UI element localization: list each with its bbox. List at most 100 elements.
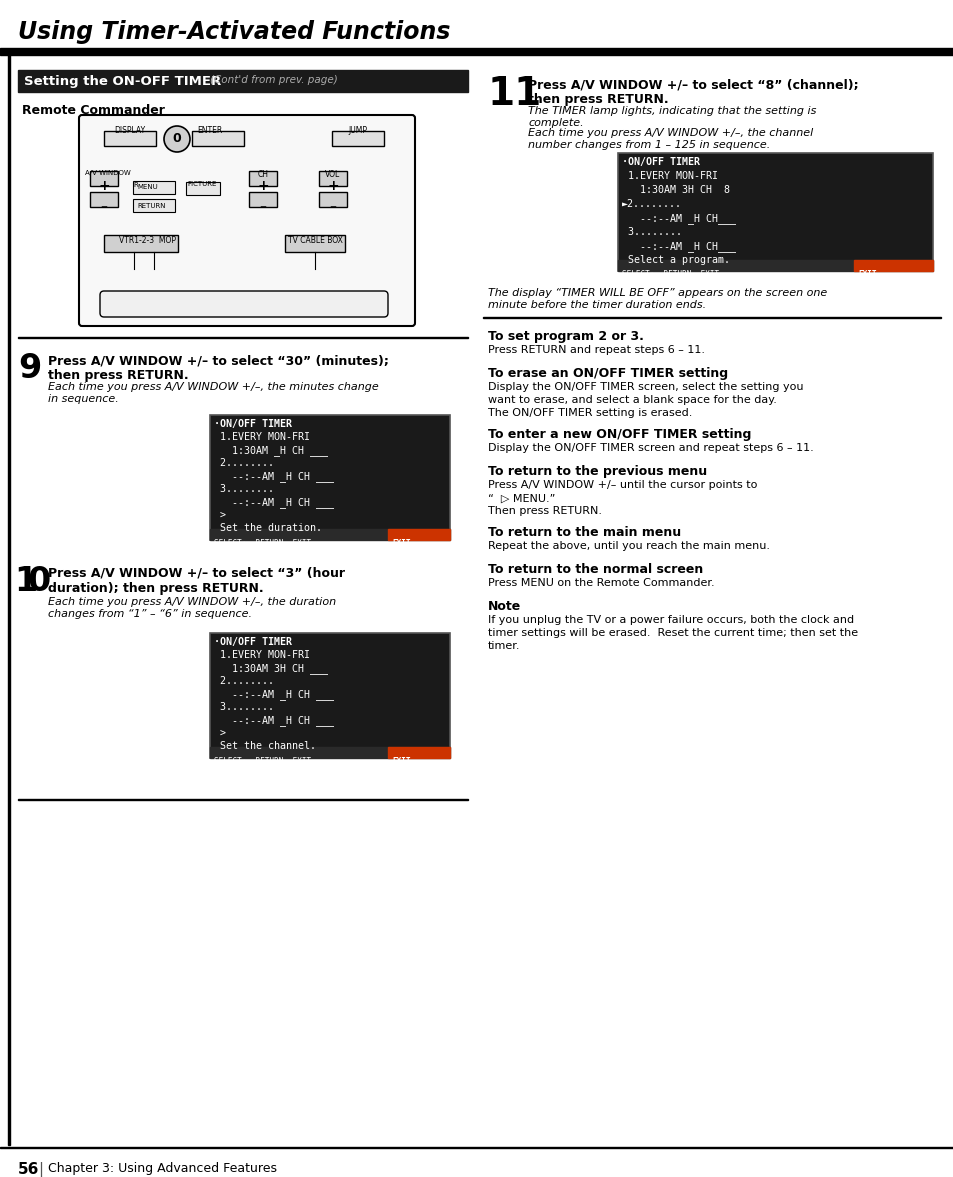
- Text: 1:30AM _H CH ___: 1:30AM _H CH ___: [213, 445, 328, 455]
- Text: –: –: [259, 200, 266, 214]
- Text: +: +: [257, 179, 269, 193]
- Bar: [90, 192, 118, 207]
- Text: Each time you press A/V WINDOW +/–, the minutes change
in sequence.: Each time you press A/V WINDOW +/–, the …: [48, 383, 378, 404]
- Text: |: |: [38, 1162, 43, 1177]
- Text: To return to the normal screen: To return to the normal screen: [488, 563, 702, 576]
- Text: +: +: [327, 179, 338, 193]
- Bar: [104, 131, 156, 146]
- Text: 0: 0: [27, 565, 51, 598]
- Text: TV CABLE BOX: TV CABLE BOX: [287, 237, 342, 245]
- Text: To set program 2 or 3.: To set program 2 or 3.: [488, 330, 643, 343]
- Bar: [618, 260, 932, 271]
- Text: The TIMER lamp lights, indicating that the setting is
complete.: The TIMER lamp lights, indicating that t…: [527, 106, 816, 127]
- Text: SELECT↕  RETURN  EXIT: SELECT↕ RETURN EXIT: [621, 270, 719, 279]
- Text: Select a program.: Select a program.: [621, 255, 729, 265]
- Text: RETURN: RETURN: [137, 202, 165, 210]
- Text: 1: 1: [14, 565, 37, 598]
- Text: --:--AM _H CH___: --:--AM _H CH___: [621, 213, 735, 224]
- Bar: [0, 48, 953, 55]
- Text: If you unplug the TV or a power failure occurs, both the clock and
timer setting: If you unplug the TV or a power failure …: [488, 616, 858, 651]
- Text: EXIT: EXIT: [392, 539, 410, 548]
- Text: Display the ON/OFF TIMER screen, select the setting you
want to erase, and selec: Display the ON/OFF TIMER screen, select …: [488, 383, 802, 418]
- Text: Each time you press A/V WINDOW +/–, the channel
number changes from 1 – 125 in s: Each time you press A/V WINDOW +/–, the …: [527, 128, 812, 149]
- Text: CH: CH: [257, 169, 268, 179]
- Text: EXIT: EXIT: [857, 270, 876, 279]
- Bar: [104, 235, 178, 252]
- Bar: [132, 181, 174, 194]
- Bar: [318, 171, 347, 186]
- Bar: [192, 131, 244, 146]
- Text: (Cont'd from prev. page): (Cont'd from prev. page): [210, 75, 337, 85]
- Text: JUMP: JUMP: [348, 126, 367, 135]
- Text: --:--AM _H CH___: --:--AM _H CH___: [621, 241, 735, 252]
- Text: 3........: 3........: [621, 227, 681, 237]
- Text: Press MENU on the Remote Commander.: Press MENU on the Remote Commander.: [488, 578, 714, 588]
- Text: Press A/V WINDOW +/– to select “3” (hour
duration); then press RETURN.: Press A/V WINDOW +/– to select “3” (hour…: [48, 567, 345, 596]
- Text: To return to the previous menu: To return to the previous menu: [488, 465, 706, 478]
- Bar: [318, 192, 347, 207]
- Text: --:--AM _H CH ___: --:--AM _H CH ___: [213, 471, 334, 481]
- Text: Display the ON/OFF TIMER screen and repeat steps 6 – 11.: Display the ON/OFF TIMER screen and repe…: [488, 443, 813, 453]
- Text: 3........: 3........: [213, 484, 274, 494]
- Text: 11: 11: [488, 75, 541, 113]
- Text: Press A/V WINDOW +/– to select “30” (minutes);
then press RETURN.: Press A/V WINDOW +/– to select “30” (min…: [48, 354, 389, 383]
- Text: MENU: MENU: [137, 184, 157, 189]
- Text: 1.EVERY MON-FRI: 1.EVERY MON-FRI: [621, 171, 718, 181]
- Text: ►2........: ►2........: [621, 199, 681, 210]
- Text: --:--AM _H CH ___: --:--AM _H CH ___: [213, 714, 334, 726]
- Circle shape: [164, 126, 190, 152]
- Text: ·ON/OFF TIMER: ·ON/OFF TIMER: [621, 157, 700, 167]
- Text: 9: 9: [18, 352, 41, 385]
- Text: A/V WINDOW: A/V WINDOW: [85, 169, 131, 177]
- Text: 1.EVERY MON-FRI: 1.EVERY MON-FRI: [213, 650, 310, 660]
- Text: DISPLAY: DISPLAY: [114, 126, 146, 135]
- Text: >: >: [213, 729, 226, 738]
- Text: PICTURE: PICTURE: [187, 181, 216, 187]
- Bar: [618, 153, 932, 271]
- Text: EXIT: EXIT: [392, 757, 410, 766]
- Text: 1:30AM 3H CH ___: 1:30AM 3H CH ___: [213, 663, 328, 674]
- Text: To erase an ON/OFF TIMER setting: To erase an ON/OFF TIMER setting: [488, 367, 727, 380]
- Text: VTR1-2-3  MOP: VTR1-2-3 MOP: [119, 237, 176, 245]
- Text: ·ON/OFF TIMER: ·ON/OFF TIMER: [213, 419, 292, 428]
- Text: The display “TIMER WILL BE OFF” appears on the screen one
minute before the time: The display “TIMER WILL BE OFF” appears …: [488, 288, 826, 310]
- Text: Set the duration.: Set the duration.: [213, 523, 322, 533]
- Bar: [18, 798, 468, 800]
- Text: –: –: [100, 200, 108, 214]
- Text: Press RETURN and repeat steps 6 – 11.: Press RETURN and repeat steps 6 – 11.: [488, 345, 704, 355]
- Bar: [132, 199, 174, 212]
- Bar: [210, 415, 450, 540]
- Text: Repeat the above, until you reach the main menu.: Repeat the above, until you reach the ma…: [488, 541, 769, 551]
- Text: ·ON/OFF TIMER: ·ON/OFF TIMER: [213, 637, 292, 647]
- Text: 0: 0: [172, 133, 181, 146]
- Text: Each time you press A/V WINDOW +/–, the duration
changes from “1” – “6” in seque: Each time you press A/V WINDOW +/–, the …: [48, 597, 335, 619]
- Text: Setting the ON-OFF TIMER: Setting the ON-OFF TIMER: [24, 75, 221, 88]
- Text: 2........: 2........: [213, 676, 274, 686]
- Text: Remote Commander: Remote Commander: [22, 104, 165, 117]
- Bar: [249, 192, 276, 207]
- Text: To enter a new ON/OFF TIMER setting: To enter a new ON/OFF TIMER setting: [488, 428, 751, 441]
- Text: 1:30AM 3H CH  8: 1:30AM 3H CH 8: [621, 185, 729, 195]
- Text: Chapter 3: Using Advanced Features: Chapter 3: Using Advanced Features: [48, 1162, 276, 1175]
- Text: To return to the main menu: To return to the main menu: [488, 526, 680, 539]
- Bar: [18, 337, 468, 338]
- Text: --:--AM _H CH ___: --:--AM _H CH ___: [213, 497, 334, 508]
- Bar: [18, 69, 468, 92]
- Text: VOL: VOL: [325, 169, 340, 179]
- Text: SELECT↕  RETURN  EXIT: SELECT↕ RETURN EXIT: [213, 539, 311, 548]
- Text: –: –: [329, 200, 336, 214]
- FancyBboxPatch shape: [79, 115, 415, 326]
- Text: Note: Note: [488, 600, 520, 613]
- Text: R: R: [132, 182, 137, 188]
- Bar: [332, 131, 384, 146]
- Bar: [482, 317, 940, 318]
- Text: SELECT↕  RETURN  EXIT: SELECT↕ RETURN EXIT: [213, 757, 311, 766]
- Text: Press A/V WINDOW +/– until the cursor points to
“  ▷ MENU.”
Then press RETURN.: Press A/V WINDOW +/– until the cursor po…: [488, 480, 757, 517]
- Bar: [249, 171, 276, 186]
- FancyBboxPatch shape: [100, 291, 388, 317]
- Bar: [186, 182, 220, 195]
- Bar: [285, 235, 345, 252]
- Bar: [90, 171, 118, 186]
- Text: +: +: [98, 179, 110, 193]
- Bar: [210, 747, 450, 758]
